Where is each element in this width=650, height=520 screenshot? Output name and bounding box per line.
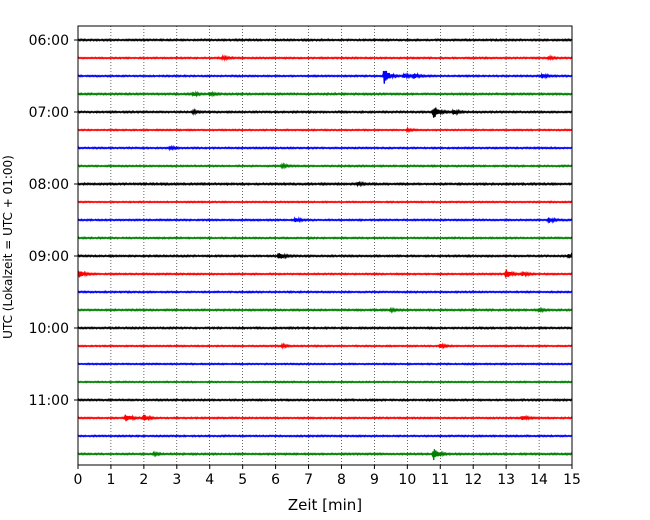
x-tick-label-1: 1 <box>106 472 115 488</box>
x-axis-ticks: 0 1 2 3 4 5 6 7 8 9 10 11 12 13 14 15 <box>74 465 581 488</box>
trace-0800 <box>77 180 573 188</box>
x-tick-label-2: 2 <box>139 472 148 488</box>
y-tick-label-1100: 11:00 <box>29 393 69 409</box>
trace-0615 <box>77 54 573 62</box>
x-tick-label-8: 8 <box>337 472 346 488</box>
y-tick-label-0600: 06:00 <box>29 33 69 49</box>
x-tick-label-3: 3 <box>172 472 181 488</box>
x-tick-label-12: 12 <box>464 472 482 488</box>
trace-0830 <box>77 216 573 224</box>
x-tick-label-6: 6 <box>271 472 280 488</box>
x-tick-label-11: 11 <box>431 472 449 488</box>
grid-lines <box>110 26 540 465</box>
trace-0715 <box>77 125 573 134</box>
x-tick-label-4: 4 <box>205 472 214 488</box>
trace-0700 <box>77 107 573 118</box>
plot-frame <box>77 25 573 466</box>
trace-0945 <box>77 306 573 314</box>
trace-1030 <box>77 362 573 366</box>
x-tick-label-9: 9 <box>370 472 379 488</box>
trace-0900 <box>77 252 573 260</box>
trace-0745 <box>77 162 573 170</box>
trace-1015 <box>77 342 573 350</box>
x-tick-label-5: 5 <box>238 472 247 488</box>
x-tick-label-0: 0 <box>74 472 83 488</box>
y-axis-label: UTC (Lokalzeit = UTC + 01:00) <box>1 155 15 339</box>
x-axis-label: Zeit [min] <box>288 496 362 514</box>
trace-0730 <box>77 144 573 152</box>
x-tick-label-13: 13 <box>497 472 515 488</box>
trace-0815 <box>77 200 573 204</box>
trace-0630 <box>77 70 573 84</box>
y-tick-label-0800: 08:00 <box>29 177 69 193</box>
trace-1145 <box>77 449 573 461</box>
y-tick-label-0900: 09:00 <box>29 249 69 265</box>
y-axis-ticks: 06:00 07:00 08:00 09:00 10:00 11:00 <box>29 33 78 409</box>
trace-1100 <box>77 398 573 403</box>
trace-0645 <box>77 90 573 98</box>
trace-0915 <box>77 269 573 278</box>
trace-0600 <box>77 37 573 42</box>
trace-0845 <box>77 236 573 240</box>
x-tick-label-10: 10 <box>398 472 416 488</box>
x-tick-label-15: 15 <box>563 472 581 488</box>
trace-1115 <box>77 414 573 422</box>
y-tick-label-0700: 07:00 <box>29 105 69 121</box>
trace-0930 <box>77 290 573 294</box>
x-tick-label-14: 14 <box>530 472 548 488</box>
trace-1130 <box>77 434 573 438</box>
trace-1045 <box>77 380 573 384</box>
trace-1000 <box>77 326 573 330</box>
seismogram-traces <box>77 37 573 461</box>
y-tick-label-1000: 10:00 <box>29 321 69 337</box>
x-tick-label-7: 7 <box>304 472 313 488</box>
